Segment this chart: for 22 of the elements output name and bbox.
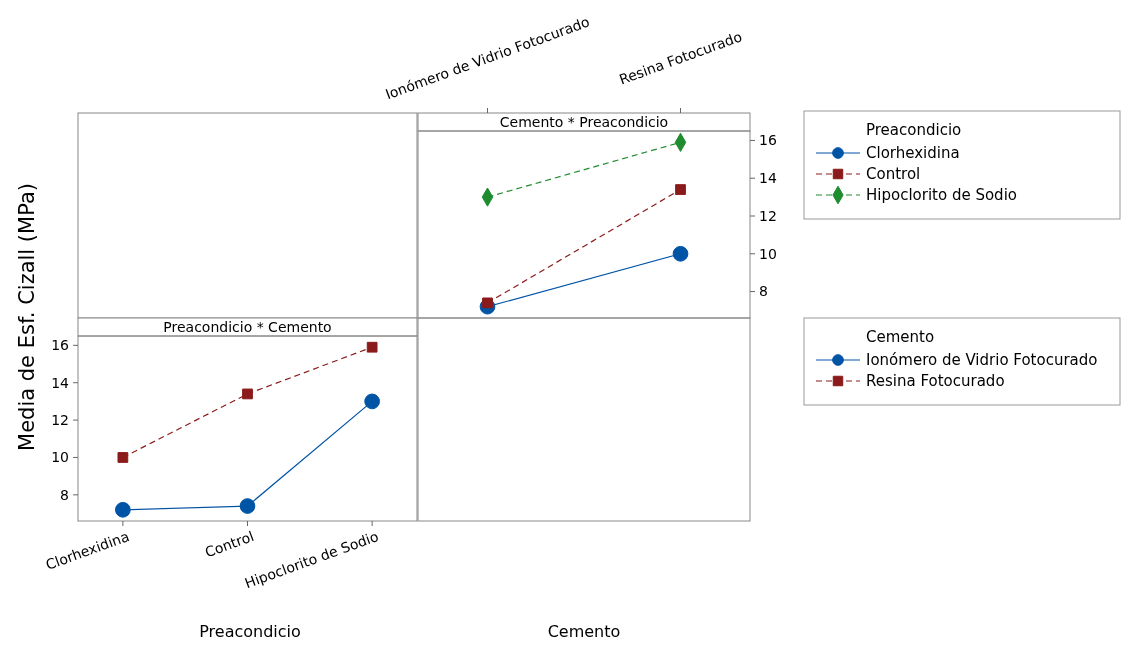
y-tick-label: 12 [51,411,69,428]
legend-label: Ionómero de Vidrio Fotocurado [866,351,1098,370]
legend-label: Hipoclorito de Sodio [866,186,1017,205]
y2-tick-label: 10 [759,245,777,262]
y-tick-label: 14 [51,374,70,391]
legend-title: Preacondicio [866,121,962,139]
x-axis-title: Cemento [547,622,621,641]
y-tick-label: 8 [60,486,69,503]
x-axis-title: Preacondicio [199,622,301,641]
y-tick-label: 16 [51,337,70,354]
legend-label: Control [866,165,921,184]
legend-label: Resina Fotocurado [866,372,1005,391]
y-tick-label: 10 [51,449,69,466]
chart-title: Preacondicio * Cemento [163,319,332,335]
y2-tick-label: 16 [759,132,777,149]
chart-title: Cemento * Preacondicio [499,114,669,130]
legend-label: Clorhexidina [866,144,960,163]
y-axis-title: Media de Esf. Cizall (MPa) [15,183,39,451]
y2-tick-label: 8 [759,283,768,300]
legend-title: Cemento [866,328,935,346]
y2-tick-label: 12 [759,207,777,224]
y2-tick-label: 14 [759,170,777,187]
